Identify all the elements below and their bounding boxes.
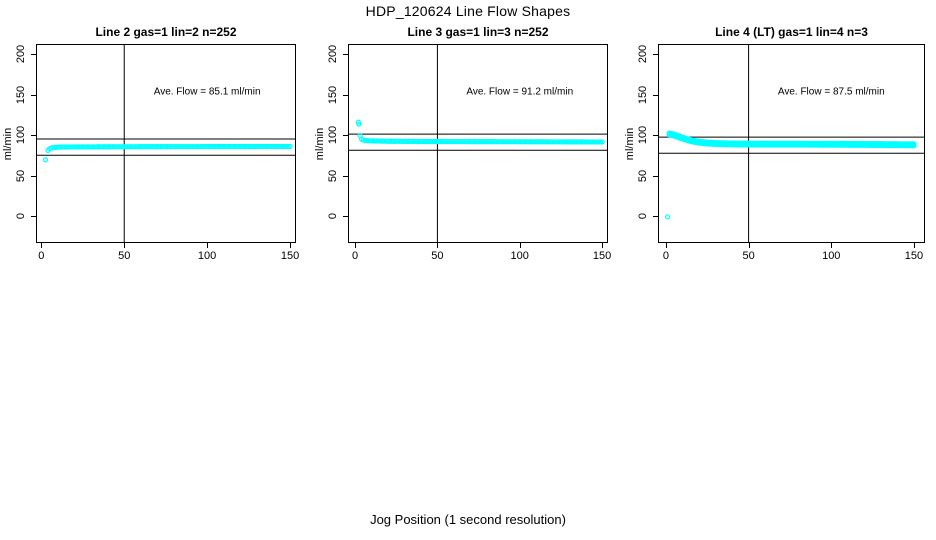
y-axis-tick: [653, 94, 658, 96]
data-point: [287, 143, 293, 150]
y-axis-tick-label: 100: [327, 125, 339, 145]
y-axis-tick: [653, 175, 658, 177]
x-axis-tick-label: 50: [431, 250, 444, 262]
x-axis-tick: [41, 243, 43, 248]
x-axis-tick-label: 100: [510, 250, 529, 262]
panel-line-2: Line 2 gas=1 lin=2 n=252 ml/min Ave. Flo…: [2, 25, 299, 262]
y-axis-tick: [31, 94, 36, 96]
y-axis-tick: [343, 94, 348, 96]
x-axis-tick: [519, 243, 521, 248]
y-axis-tick-label: 100: [637, 125, 649, 145]
data-point-outlier: [42, 157, 49, 163]
y-axis-tick-label: 50: [15, 169, 27, 182]
y-axis-tick-label: 50: [637, 169, 649, 182]
y-axis-tick: [653, 54, 658, 56]
x-axis-tick-label: 100: [197, 250, 217, 262]
y-axis-tick-label: 150: [15, 85, 27, 104]
x-axis-tick-label: 100: [822, 250, 841, 262]
y-axis-tick: [343, 175, 348, 177]
x-axis-tick-label: 0: [662, 250, 669, 262]
y-axis-tick-label: 100: [15, 125, 27, 145]
x-axis-tick: [831, 243, 833, 248]
y-axis-tick: [31, 135, 36, 137]
x-axis-tick: [913, 243, 915, 248]
y-axis-label: ml/min: [314, 127, 326, 160]
x-axis-tick: [207, 243, 209, 248]
x-axis-tick-label: 150: [904, 250, 924, 262]
panel-title: Line 3 gas=1 lin=3 n=252: [407, 25, 549, 39]
y-axis-tick-label: 150: [637, 85, 649, 104]
x-axis-tick: [602, 243, 604, 248]
x-axis-tick-label: 0: [352, 250, 359, 262]
plot-area-svg: [36, 44, 296, 243]
x-axis-tick: [355, 243, 357, 248]
y-axis-tick-label: 200: [327, 45, 339, 64]
y-axis-tick: [343, 135, 348, 137]
y-axis-label: ml/min: [624, 127, 636, 160]
y-axis-tick-label: 0: [15, 212, 27, 220]
plot-area-svg: [658, 44, 925, 243]
panel-title: Line 4 (LT) gas=1 lin=4 n=3: [715, 25, 868, 39]
panel-title: Line 2 gas=1 lin=2 n=252: [95, 25, 237, 39]
y-axis-tick: [653, 215, 658, 217]
data-point: [911, 143, 917, 149]
y-axis-tick-label: 0: [637, 212, 649, 220]
x-axis-tick-label: 0: [38, 250, 45, 262]
x-axis-tick-label: 50: [742, 250, 755, 262]
y-axis-label: ml/min: [2, 127, 14, 160]
panel-line-3: Line 3 gas=1 lin=3 n=252 ml/min Ave. Flo…: [314, 25, 611, 262]
y-axis-tick: [343, 54, 348, 56]
y-axis-tick: [31, 175, 36, 177]
x-axis-tick: [437, 243, 439, 248]
panel-line-4: Line 4 (LT) gas=1 lin=4 n=3 ml/min Ave. …: [624, 25, 925, 262]
data-point: [599, 139, 605, 145]
y-axis-tick-label: 200: [637, 45, 649, 64]
ave-flow-annotation: Ave. Flow = 91.2 ml/min: [466, 86, 574, 98]
plot-box-border: [348, 44, 608, 243]
x-axis-outer-label: Jog Position (1 second resolution): [370, 512, 566, 527]
x-axis-tick-label: 150: [280, 250, 300, 262]
x-axis-tick-label: 50: [118, 250, 131, 262]
y-axis-tick-label: 200: [15, 45, 27, 64]
x-axis-tick: [665, 243, 667, 248]
ave-flow-annotation: Ave. Flow = 85.1 ml/min: [153, 86, 261, 98]
data-point-outlier: [664, 214, 671, 220]
x-axis-tick: [748, 243, 750, 248]
main-title: HDP_120624 Line Flow Shapes: [365, 3, 571, 19]
plot-box-border: [658, 44, 925, 243]
data-point-outlier: [356, 121, 362, 127]
y-axis-tick: [343, 215, 348, 217]
y-axis-tick-label: 50: [327, 169, 339, 182]
y-axis-tick: [31, 215, 36, 217]
y-axis-tick: [653, 135, 658, 137]
x-axis-tick-label: 150: [592, 250, 612, 262]
y-axis-tick: [31, 54, 36, 56]
x-axis-tick: [290, 243, 292, 248]
data-point-outlier: [357, 132, 363, 139]
y-axis-tick-label: 150: [327, 85, 339, 104]
plot-box-border: [36, 44, 296, 243]
plot-area-svg: [348, 44, 608, 243]
y-axis-tick-label: 0: [327, 212, 339, 220]
ave-flow-annotation: Ave. Flow = 87.5 ml/min: [777, 86, 885, 98]
x-axis-tick: [124, 243, 126, 248]
